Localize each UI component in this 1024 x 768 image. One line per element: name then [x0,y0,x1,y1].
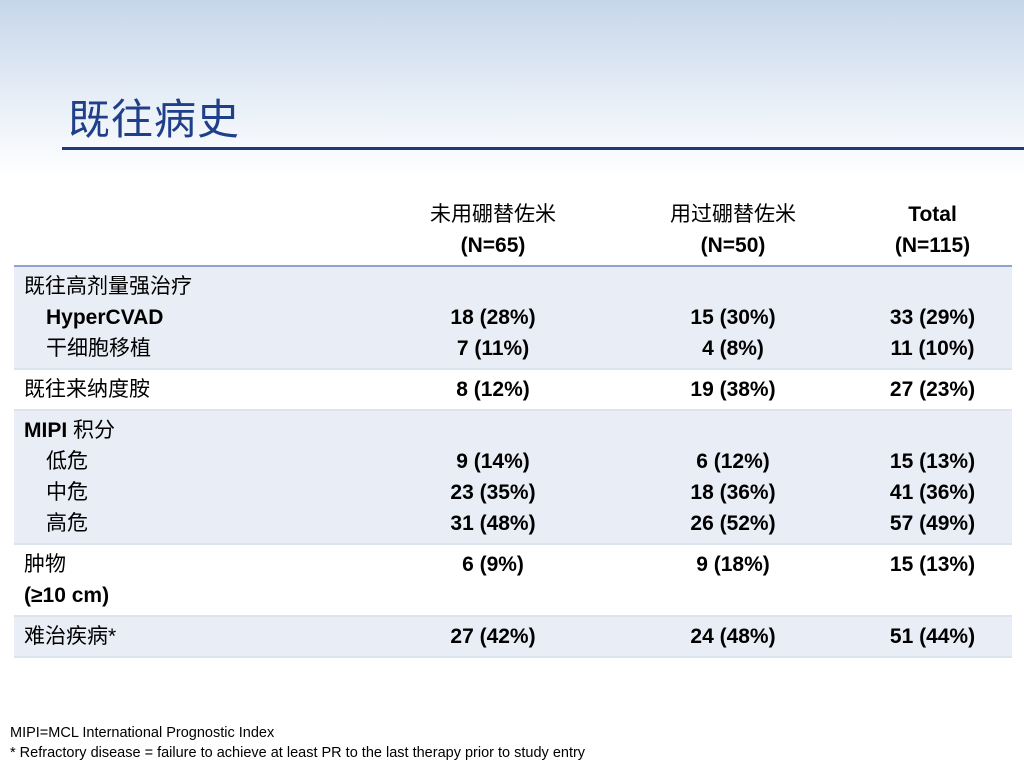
header-count: (N=50) [700,234,766,257]
table-row-prior-lenalidomide: 既往来纳度胺 8 (12%) 19 (38%) 27 (23%) [14,369,1012,411]
value: 26 (52%) [690,512,776,535]
value: 11 (10%) [890,337,975,360]
table-row-bulky-mass: 肿物 (≥10 cm) 6 (9%) 9 (18%) 15 (13%) [14,544,1012,617]
value: 6 (12%) [696,450,770,473]
header-no-bortezomib: 未用硼替佐米 (N=65) [373,195,613,267]
sub-row-label: 高危 [46,512,88,535]
section-label: MIPI 积分 [24,415,373,446]
table-row-refractory-disease: 难治疾病* 27 (42%) 24 (48%) 51 (44%) [14,616,1012,658]
value-cell: 9 (14%) 23 (35%) 31 (48%) [373,410,613,545]
header-count: (N=115) [894,234,971,257]
value: 15 (30%) [690,306,776,329]
section-label: 肿物 [24,553,66,576]
section-label: 难治疾病* [24,625,117,648]
table-row-mipi-score: MIPI 积分 低危 中危 高危 9 (14%) 23 (35%) 31 (48… [14,410,1012,545]
medical-history-table: 未用硼替佐米 (N=65) 用过硼替佐米 (N=50) Total (N=115… [14,195,1012,658]
value-cell: 15 (13%) [853,544,1012,617]
value-cell: 18 (28%) 7 (11%) [373,266,613,370]
header-label: 用过硼替佐米 [670,203,796,226]
row-label: 肿物 (≥10 cm) [14,544,373,617]
footnote-mipi: MIPI=MCL International Prognostic Index [10,725,275,741]
value: 18 (36%) [690,481,776,504]
value-cell: 51 (44%) [853,616,1012,658]
header-label: 未用硼替佐米 [430,203,556,226]
header-total: Total (N=115) [853,195,1012,267]
footnote-refractory: * Refractory disease = failure to achiev… [10,745,586,761]
row-label: 既往来纳度胺 [14,369,373,411]
section-label-line2: (≥10 cm) [24,584,110,607]
row-label: MIPI 积分 低危 中危 高危 [14,410,373,545]
value-cell: 15 (13%) 41 (36%) 57 (49%) [853,410,1012,545]
sub-row-label: 干细胞移植 [46,337,151,360]
section-label-bold: MIPI [24,419,68,442]
row-label: 难治疾病* [14,616,373,658]
value-cell: 24 (48%) [613,616,853,658]
sub-row-label: 低危 [46,450,88,473]
value-cell: 6 (9%) [373,544,613,617]
page-title: 既往病史 [68,95,241,144]
value: 15 (13%) [889,450,976,473]
value: 57 (49%) [889,512,976,535]
header-label: Total [908,203,957,226]
sub-row-label: HyperCVAD [46,306,164,329]
value: 33 (29%) [889,306,976,329]
table-row-prior-intensive-therapy: 既往高剂量强治疗 HyperCVAD 干细胞移植 18 (28%) 7 (11%… [14,266,1012,370]
value-cell: 8 (12%) [373,369,613,411]
value: 31 (48%) [450,512,536,535]
value: 23 (35%) [450,481,536,504]
value-cell: 33 (29%) 11 (10%) [853,266,1012,370]
value-cell: 27 (42%) [373,616,613,658]
header-prior-bortezomib: 用过硼替佐米 (N=50) [613,195,853,267]
value: 7 (11%) [456,337,530,360]
value-cell: 27 (23%) [853,369,1012,411]
row-label: 既往高剂量强治疗 HyperCVAD 干细胞移植 [14,266,373,370]
section-label-rest: 积分 [67,419,116,442]
value: 4 (8%) [702,337,764,360]
value: 9 (14%) [456,450,530,473]
value-cell: 15 (30%) 4 (8%) [613,266,853,370]
header-count: (N=65) [460,234,526,257]
value: 18 (28%) [450,306,536,329]
header-blank [14,195,373,267]
section-label: 既往高剂量强治疗 [24,275,192,298]
sub-row-label: 中危 [46,481,88,504]
value-cell: 6 (12%) 18 (36%) 26 (52%) [613,410,853,545]
value: 41 (36%) [889,481,976,504]
table-header-row: 未用硼替佐米 (N=65) 用过硼替佐米 (N=50) Total (N=115… [14,195,1012,267]
section-label: 既往来纳度胺 [24,378,150,401]
footnotes: MIPI=MCL International Prognostic Index … [10,723,585,763]
value-cell: 9 (18%) [613,544,853,617]
title-divider [62,147,1024,150]
value-cell: 19 (38%) [613,369,853,411]
